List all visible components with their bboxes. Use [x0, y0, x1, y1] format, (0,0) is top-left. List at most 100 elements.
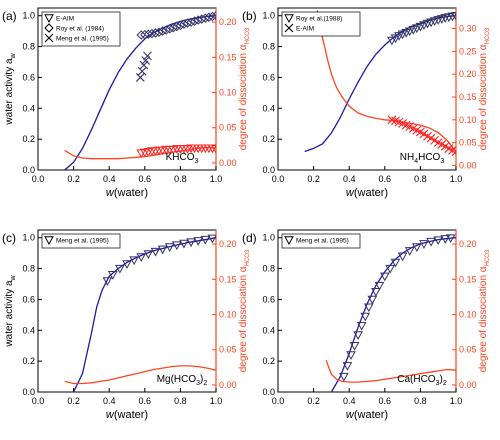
x-tick-label: 0.2	[67, 396, 80, 406]
y-axis-label-main: water activity a	[4, 58, 15, 126]
x-axis-label-rest: (water)	[114, 187, 148, 199]
compound-sub2: 2	[203, 380, 207, 387]
y-tick-label: 0.0	[262, 165, 275, 175]
y2-tick-label: 0.10	[219, 88, 237, 98]
legend-marker	[284, 236, 294, 246]
data-point	[157, 245, 168, 255]
legend-box	[41, 233, 121, 249]
plot-area	[64, 234, 216, 392]
compound-label: Ca(HCO3)2	[397, 374, 447, 387]
water-activity-line	[73, 237, 216, 392]
compound-main: Mg(HCO	[157, 374, 197, 385]
y-tick-label: 0.4	[22, 103, 35, 113]
plot-frame	[277, 229, 457, 393]
y-axis-label: water activity aw	[4, 274, 17, 347]
data-point	[150, 247, 161, 257]
panel-d: 0.0 0.2 0.4 0.6 0.8 1.0 0.0 0.2 0.4 0.6 0.8 1.0 0.00…	[262, 229, 491, 421]
panel-c: 0.0 0.2 0.4 0.6 0.8 1.0 0.0 0.2 0.4 0.6 0.8 1.0 0.00…	[4, 229, 251, 421]
data-point	[367, 295, 378, 305]
compound-sub2: 2	[443, 380, 447, 387]
legend-box	[281, 11, 361, 37]
data-point	[193, 15, 203, 25]
legend-marker	[44, 236, 54, 246]
data-point	[207, 144, 216, 154]
y2-tick-label: 0.20	[219, 239, 237, 249]
y-tick-label: 1.0	[262, 11, 275, 21]
data-point	[207, 234, 216, 244]
y-tick-label: 1.0	[22, 233, 35, 243]
data-point	[451, 12, 456, 21]
legend-marker	[284, 14, 294, 24]
y2-tick-label: 0.00	[459, 160, 477, 170]
x-tick-label: 0.8	[414, 174, 427, 184]
data-point	[387, 36, 397, 46]
y2-tick-label: 0.10	[459, 310, 477, 320]
x-tick-label: 0.4	[103, 174, 116, 184]
data-point	[164, 243, 175, 253]
data-point	[143, 51, 152, 61]
dissociation-line	[325, 360, 456, 383]
x-axis-label-italic: w	[346, 409, 355, 421]
y2-axis-label: degree of dissociation αHCO3	[238, 27, 251, 150]
y-tick-label: 0.2	[22, 134, 35, 144]
compound-label: NH4HCO3	[400, 152, 445, 165]
y-tick-label: 0.6	[22, 294, 35, 304]
y2-axis-label-sub: HCO3	[245, 27, 251, 44]
data-point	[440, 235, 451, 244]
y-axis-label-sub: w	[10, 274, 17, 281]
legend-label: Roy et al.(1988)	[296, 16, 342, 23]
y-tick-label: 0.8	[262, 42, 275, 52]
panel-label: (d)	[242, 231, 257, 245]
y-tick-label: 0.0	[22, 387, 35, 397]
y2-tick-label: 0.00	[219, 158, 237, 168]
compound-label: Mg(HCO3)2	[157, 374, 208, 387]
data-point	[404, 247, 415, 256]
x-axis-label-rest: (water)	[114, 409, 148, 421]
data-point	[346, 351, 356, 361]
x-axis-label: w(water)	[346, 409, 388, 421]
data-point	[342, 362, 353, 371]
legend-box	[41, 11, 121, 47]
y-tick-label: 0.8	[262, 264, 275, 274]
x-axis-label-rest: (water)	[354, 409, 388, 421]
x-tick-label: 1.0	[210, 174, 223, 184]
x-tick-label: 0.0	[32, 174, 45, 184]
data-point	[363, 303, 374, 313]
data-point	[161, 25, 171, 35]
x-axis-label-italic: w	[106, 409, 115, 421]
x-axis-label: w(water)	[106, 187, 148, 199]
data-point	[397, 252, 408, 262]
y2-tick-label: 0.10	[219, 310, 237, 320]
x-tick-label: 0.2	[67, 174, 80, 184]
data-point	[387, 115, 397, 125]
y-tick-label: 1.0	[262, 233, 275, 243]
y-tick-label: 0.6	[262, 294, 275, 304]
data-point	[171, 241, 182, 251]
y2-tick-label: 0.30	[459, 24, 477, 34]
data-point	[419, 240, 429, 249]
legend-marker	[44, 14, 54, 24]
y-axis-label-sub: w	[10, 52, 17, 59]
y2-axis-label-main: degree of dissociation α	[478, 44, 489, 150]
data-point	[189, 16, 200, 26]
data-point	[445, 234, 456, 244]
x-tick-label: 1.0	[450, 174, 463, 184]
y-tick-label: 0.4	[262, 103, 275, 113]
data-point	[150, 28, 161, 38]
data-point	[390, 34, 401, 44]
compound-rest: HCO	[418, 152, 440, 163]
data-point	[360, 312, 371, 322]
legend-box	[281, 233, 361, 249]
y2-tick-label: 0.05	[219, 123, 237, 133]
data-point	[186, 17, 196, 27]
legend-label: Meng et al. (1995)	[296, 238, 349, 245]
data-point	[197, 14, 207, 24]
data-point	[374, 281, 385, 291]
y2-axis-label-sub: HCO3	[245, 249, 251, 266]
y-tick-label: 0.2	[262, 356, 275, 366]
y-tick-label: 0.0	[262, 387, 275, 397]
y-tick-label: 1.0	[22, 11, 35, 21]
y-tick-label: 0.2	[262, 134, 275, 144]
x-tick-label: 0.0	[272, 174, 285, 184]
